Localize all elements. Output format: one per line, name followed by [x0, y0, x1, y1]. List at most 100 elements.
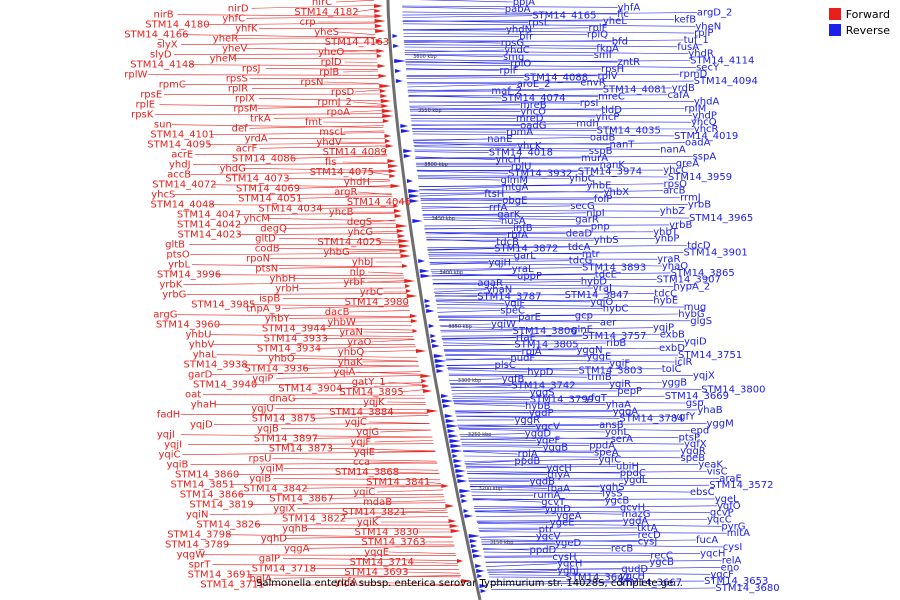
forward-gene-label: STM14_3842 — [244, 483, 308, 494]
reverse-gene-label: yghD — [545, 504, 572, 515]
reverse-gene-arrow — [468, 534, 481, 538]
gene-connector — [413, 142, 518, 147]
forward-gene-arrow — [381, 104, 389, 108]
reverse-gene-arrow — [444, 414, 454, 418]
forward-gene-label: rpsS — [226, 73, 248, 84]
scale-mark-label: 3200 kbp — [479, 486, 503, 492]
gene-connector — [358, 191, 392, 195]
gene-connector — [252, 382, 423, 385]
reverse-gene-label: cysJ — [638, 537, 658, 548]
reverse-gene-label: aroE_2 — [517, 79, 551, 90]
scale-mark-label: 3600 kbp — [413, 54, 437, 60]
reverse-gene-arrow — [428, 324, 435, 328]
reverse-gene-label: ppdA — [589, 441, 615, 452]
gene-connector — [474, 508, 545, 512]
reverse-gene-arrow — [450, 444, 463, 448]
reverse-gene-label: ygiR — [609, 379, 631, 390]
reverse-gene-label: rrmJ — [680, 193, 701, 204]
reverse-gene-label: ppiA — [513, 0, 535, 8]
forward-gene-label: STM14_4095 — [147, 140, 211, 151]
gene-connector — [177, 14, 375, 17]
reverse-gene-label: STM14_3800 — [701, 384, 765, 395]
reverse-gene-label: nudF — [510, 353, 535, 364]
reverse-gene-label: yheN — [695, 21, 721, 32]
gene-connector — [472, 498, 605, 501]
forward-gene-label: STM14_3822 — [282, 513, 346, 524]
gene-connector — [419, 193, 485, 197]
gene-connector — [435, 298, 591, 303]
gene-connector — [184, 34, 376, 38]
forward-gene-label: STM14_4166 — [124, 30, 188, 41]
forward-gene-arrow — [390, 184, 401, 188]
reverse-gene-arrow — [460, 494, 467, 498]
reverse-gene-label: yhaB — [697, 405, 722, 416]
forward-gene-label: STM14_3996 — [157, 270, 221, 281]
forward-gene-arrow — [409, 314, 418, 318]
reverse-gene-label: STM14_4165 — [532, 11, 596, 22]
reverse-gene-label: STM14_4088 — [524, 72, 588, 83]
gene-connector — [173, 53, 377, 55]
reverse-gene-label: mreD — [516, 114, 544, 125]
forward-gene-label: yqjD — [190, 420, 213, 431]
gene-connector — [377, 489, 444, 493]
gene-connector — [402, 23, 696, 27]
gene-connector — [452, 395, 586, 399]
gene-connector — [446, 358, 675, 363]
forward-gene-label: yrdA — [245, 133, 268, 144]
reverse-gene-label: STM14_3742 — [511, 381, 575, 392]
reverse-gene-label: zntR — [618, 57, 641, 68]
gene-connector — [407, 87, 672, 91]
gene-connector — [431, 274, 595, 277]
legend-item-forward: Forward — [828, 6, 890, 22]
reverse-gene-label: yhbT — [653, 227, 679, 238]
reverse-gene-label: yqfX — [684, 439, 707, 450]
reverse-gene-label: rplV — [598, 71, 618, 82]
scale-mark-label: 3550 kbp — [418, 108, 442, 114]
forward-gene-arrow — [400, 254, 412, 258]
reverse-gene-label: yqfO — [717, 501, 741, 512]
gene-connector — [403, 29, 695, 34]
reverse-gene-arrow — [448, 434, 459, 438]
gene-connector — [246, 48, 377, 52]
forward-gene-arrow — [410, 319, 418, 323]
gene-connector — [420, 198, 594, 201]
forward-gene-label: STM14_4182 — [294, 7, 358, 18]
reverse-gene-arrow — [453, 459, 463, 463]
forward-gene-arrow — [376, 54, 383, 58]
gene-connector — [405, 59, 618, 63]
gene-connector — [427, 248, 495, 251]
gene-connector — [404, 571, 460, 574]
gene-connector — [186, 293, 407, 296]
reverse-gene-label: parE — [518, 312, 541, 323]
forward-gene-label: yqqE — [364, 547, 389, 558]
gene-connector — [278, 248, 400, 251]
gene-connector — [307, 545, 455, 549]
forward-gene-arrow — [415, 349, 427, 353]
reverse-gene-label: agaR — [477, 278, 503, 289]
forward-gene-label: STM14_3866 — [180, 490, 244, 501]
forward-gene-label: yhbO — [268, 353, 295, 364]
forward-gene-label: STM14_3819 — [189, 500, 253, 511]
gene-connector — [443, 342, 515, 345]
reverse-gene-arrow — [403, 149, 413, 153]
forward-gene-label: yhdJ — [169, 160, 191, 171]
gene-connector — [427, 245, 688, 249]
reverse-gene-label: exbD — [659, 343, 685, 354]
reverse-gene-label: yhcP — [596, 112, 620, 123]
gene-connector — [442, 342, 607, 346]
forward-gene-label: nirC — [312, 0, 332, 8]
forward-gene-label: yhcM — [244, 213, 270, 224]
gene-connector — [212, 564, 459, 566]
gene-connector — [282, 558, 457, 561]
reverse-gene-label: STM14_3667 — [618, 578, 682, 589]
forward-gene-label: yrbG — [162, 290, 186, 301]
gene-connector — [456, 416, 620, 419]
reverse-gene-label: tktA — [637, 523, 658, 534]
forward-gene-label: mdaB — [363, 497, 392, 508]
gene-connector — [411, 124, 521, 126]
reverse-gene-label: iclR — [675, 357, 693, 368]
reverse-gene-arrow — [392, 34, 398, 38]
gene-connector — [457, 424, 600, 428]
forward-gene-label: rpsE — [140, 90, 162, 101]
